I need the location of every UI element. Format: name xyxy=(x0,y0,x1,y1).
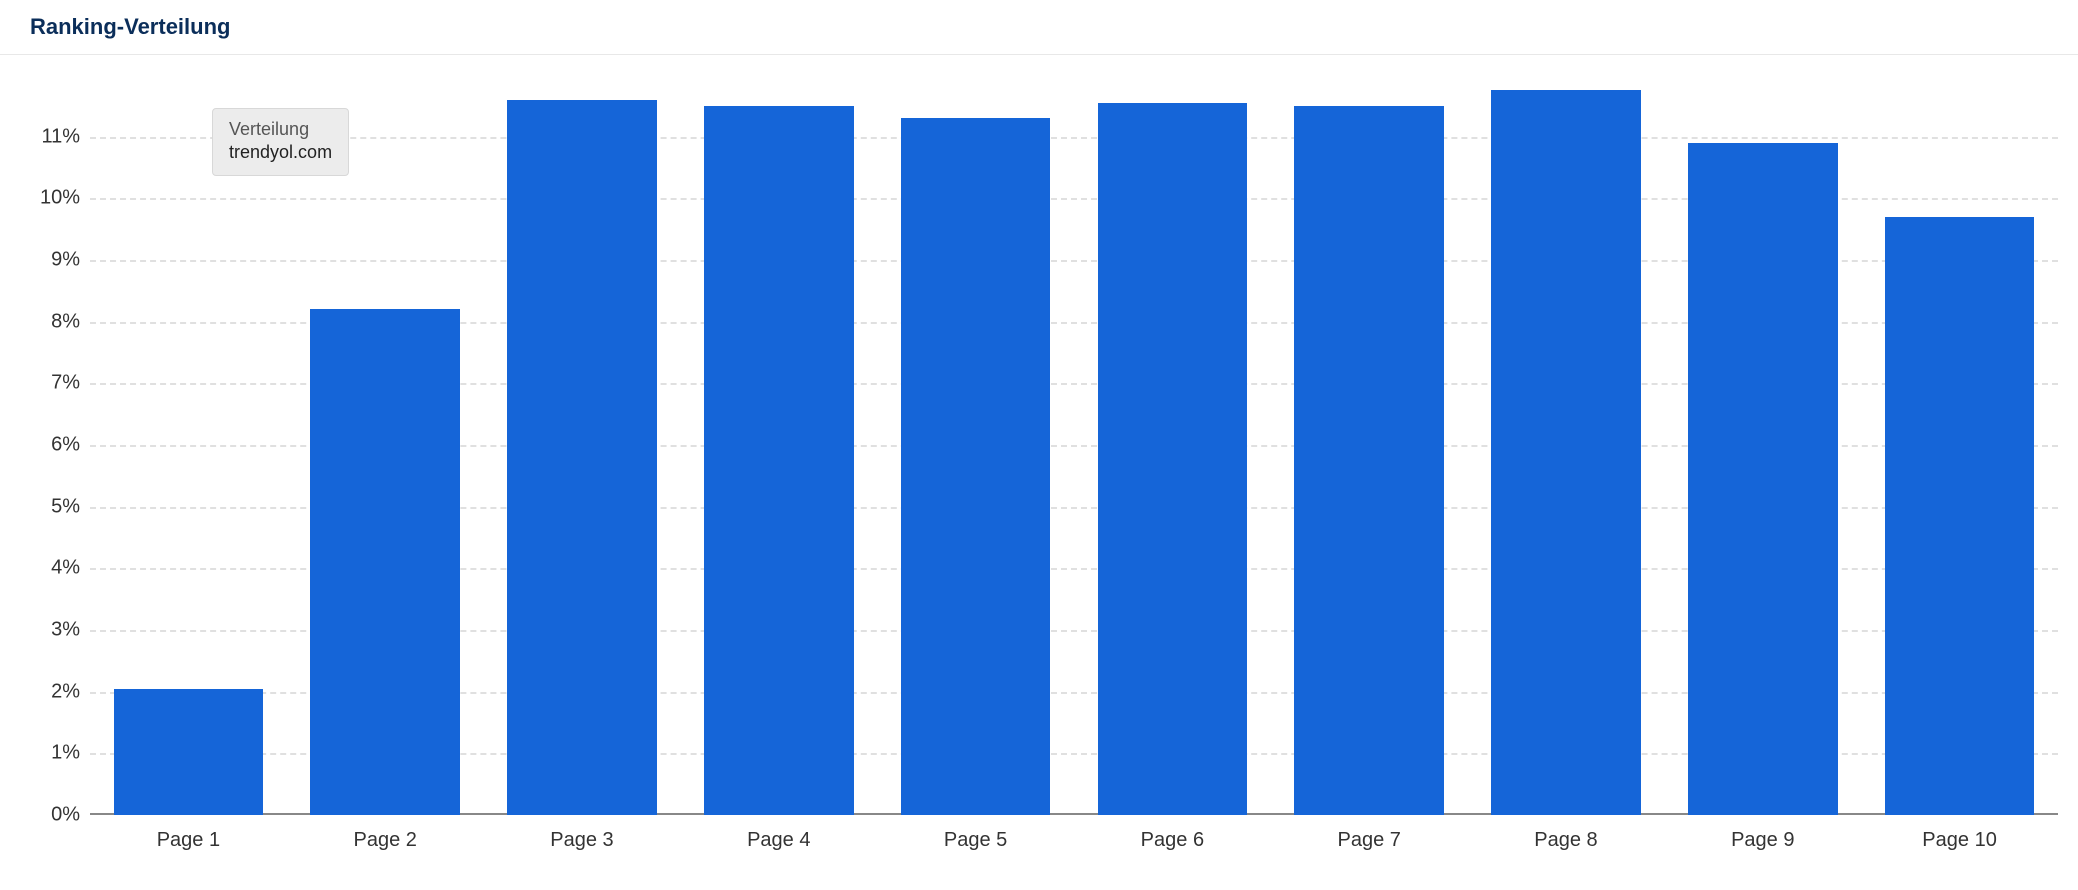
x-axis-tick: Page 1 xyxy=(157,829,220,852)
bar[interactable] xyxy=(310,309,460,815)
x-axis-tick: Page 4 xyxy=(747,829,810,852)
y-axis-tick: 5% xyxy=(51,495,80,518)
y-axis-tick: 4% xyxy=(51,557,80,580)
bar-slot: Page 10 xyxy=(1861,75,2058,815)
bar-slot: Page 5 xyxy=(877,75,1074,815)
y-axis-tick: 9% xyxy=(51,249,80,272)
bar-slot: Page 8 xyxy=(1468,75,1665,815)
y-axis-tick: 0% xyxy=(51,804,80,827)
y-axis-tick: 3% xyxy=(51,619,80,642)
x-axis-tick: Page 5 xyxy=(944,829,1007,852)
y-axis-tick: 6% xyxy=(51,434,80,457)
x-axis-tick: Page 9 xyxy=(1731,829,1794,852)
bar-slot: Page 1 xyxy=(90,75,287,815)
bar[interactable] xyxy=(1885,217,2035,815)
bars-row: Page 1Page 2Page 3Page 4Page 5Page 6Page… xyxy=(90,75,2058,815)
bar-slot: Page 9 xyxy=(1664,75,1861,815)
bar-slot: Page 4 xyxy=(680,75,877,815)
ranking-distribution-panel: Ranking-Verteilung Verteilung trendyol.c… xyxy=(0,0,2078,875)
x-axis-tick: Page 8 xyxy=(1534,829,1597,852)
x-axis-tick: Page 7 xyxy=(1337,829,1400,852)
bar-chart: Verteilung trendyol.com 0%1%2%3%4%5%6%7%… xyxy=(90,75,2058,815)
y-axis-tick: 1% xyxy=(51,742,80,765)
x-axis-tick: Page 10 xyxy=(1922,829,1997,852)
bar[interactable] xyxy=(1688,143,1838,815)
y-axis-tick: 11% xyxy=(41,125,80,148)
legend-item: trendyol.com xyxy=(229,142,332,163)
bar-slot: Page 6 xyxy=(1074,75,1271,815)
y-axis-tick: 7% xyxy=(51,372,80,395)
bar[interactable] xyxy=(901,118,1051,815)
chart-legend: Verteilung trendyol.com xyxy=(212,108,349,176)
legend-title: Verteilung xyxy=(229,119,332,140)
bar[interactable] xyxy=(114,689,264,815)
x-axis-tick: Page 2 xyxy=(353,829,416,852)
bar-slot: Page 3 xyxy=(484,75,681,815)
x-axis-tick: Page 3 xyxy=(550,829,613,852)
bar-slot: Page 2 xyxy=(287,75,484,815)
x-axis-tick: Page 6 xyxy=(1141,829,1204,852)
bar[interactable] xyxy=(507,100,657,815)
panel-title: Ranking-Verteilung xyxy=(30,14,2048,40)
y-axis-tick: 10% xyxy=(40,187,80,210)
y-axis-tick: 8% xyxy=(51,310,80,333)
bar[interactable] xyxy=(1098,103,1248,815)
bar[interactable] xyxy=(704,106,854,815)
bar[interactable] xyxy=(1294,106,1444,815)
bar-slot: Page 7 xyxy=(1271,75,1468,815)
y-axis-tick: 2% xyxy=(51,680,80,703)
plot-area: Verteilung trendyol.com 0%1%2%3%4%5%6%7%… xyxy=(90,75,2058,815)
bar[interactable] xyxy=(1491,90,1641,815)
chart-container: Verteilung trendyol.com 0% 1% 2% 3% 4% 5% 6% 7%… xyxy=(0,55,2078,875)
panel-header: Ranking-Verteilung xyxy=(0,0,2078,55)
